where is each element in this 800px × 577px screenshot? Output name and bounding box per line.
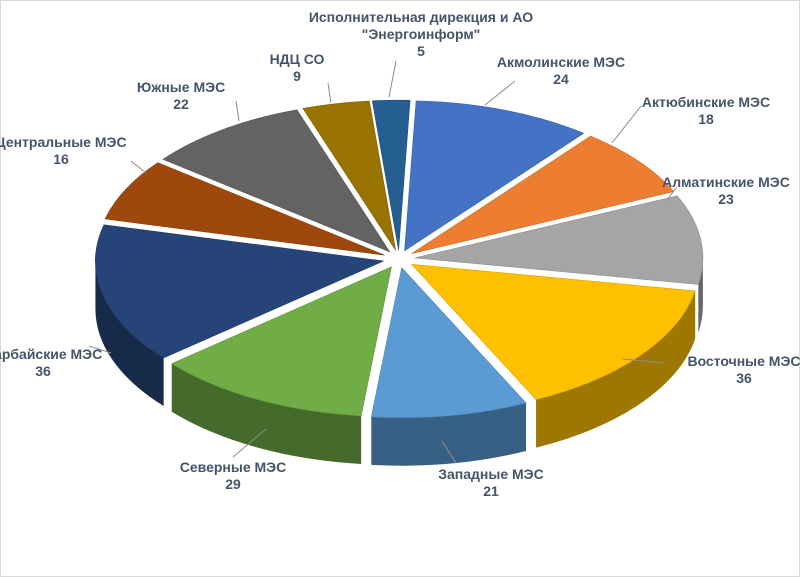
- data-label-value: 29: [225, 476, 241, 492]
- data-label-name: НДЦ СО: [269, 51, 325, 67]
- data-label-value: 9: [293, 68, 301, 84]
- slice-side-северные-мэс: [171, 363, 362, 464]
- slice-side-сарбайские-мэс: [95, 261, 164, 406]
- data-label-восточные-мэс: Восточные МЭС 36: [687, 353, 800, 387]
- data-label-актюбинские-мэс: Актюбинские МЭС 18: [642, 94, 770, 128]
- leader-line: [130, 160, 147, 174]
- data-label-value: 22: [173, 96, 189, 112]
- leader-line: [665, 186, 678, 202]
- data-label-западные-мэс: Западные МЭС 21: [438, 466, 544, 500]
- data-label-value: 16: [53, 151, 69, 167]
- leader-line: [622, 358, 665, 364]
- slice-side-алматинские-мэс: [698, 257, 703, 333]
- leader-line: [232, 428, 267, 458]
- slice-западные-мэс: [370, 267, 527, 418]
- leader-line: [235, 100, 240, 122]
- data-label-алматинские-мэс: Алматинские МЭС 23: [662, 174, 790, 208]
- data-label-исполнительная-дирекция-и-ао-энергоинформ: Исполнительная дирекция и АО "Энергоинфор…: [309, 9, 533, 60]
- slice-восточные-мэс: [410, 263, 696, 400]
- data-label-name-line: Исполнительная дирекция и АО: [308, 9, 534, 25]
- data-label-ндц-со: НДЦ СО 9: [270, 51, 325, 85]
- data-label-value: 21: [483, 483, 499, 499]
- slice-алматинские-мэс: [414, 195, 704, 285]
- data-label-name: Центральные МЭС: [0, 134, 127, 150]
- data-label-акмолинские-мэс: Акмолинские МЭС 24: [497, 54, 625, 88]
- data-label-name: Сарбайские МЭС: [0, 346, 103, 362]
- slice-южные-мэс: [162, 109, 391, 253]
- slice-side-восточные-мэс: [536, 290, 696, 448]
- leader-line: [611, 105, 642, 144]
- data-label-южные-мэс: Южные МЭС 22: [137, 79, 225, 113]
- slice-сарбайские-мэс: [95, 224, 385, 359]
- data-label-name-line: "Энергоинформ": [361, 26, 481, 42]
- data-label-name: Западные МЭС: [438, 466, 544, 482]
- slice-актюбинские-мэс: [411, 135, 675, 254]
- leader-line: [388, 60, 397, 98]
- leader-line: [441, 440, 457, 464]
- data-label-value: 5: [417, 43, 425, 59]
- data-label-name: Восточные МЭС: [687, 353, 800, 369]
- leader-line: [484, 80, 516, 106]
- slice-акмолинские-мэс: [404, 100, 585, 252]
- slice-ндц-со: [302, 100, 396, 251]
- data-label-name: Южные МЭС: [136, 79, 226, 95]
- data-label-северные-мэс: Северные МЭС 29: [180, 459, 286, 493]
- leader-line: [327, 82, 332, 104]
- data-label-центральные-мэс: Центральные МЭС 16: [0, 134, 127, 168]
- data-label-name: Акмолинские МЭС: [496, 54, 626, 70]
- data-label-name: Северные МЭС: [179, 459, 287, 475]
- data-label-name: Алматинские МЭС: [662, 174, 790, 190]
- slice-исполнительная-дирекция-и-ао-энергоинформ: [371, 99, 411, 251]
- slice-северные-мэс: [171, 266, 392, 417]
- slice-side-западные-мэс: [371, 402, 527, 466]
- data-label-value: 36: [736, 370, 752, 386]
- leader-line: [88, 345, 112, 354]
- slice-центральные-мэс: [104, 162, 385, 256]
- data-label-value: 24: [553, 71, 569, 87]
- data-label-value: 23: [718, 191, 734, 207]
- data-label-value: 36: [35, 363, 51, 379]
- data-label-name: Актюбинские МЭС: [641, 94, 771, 110]
- data-label-value: 18: [698, 111, 714, 127]
